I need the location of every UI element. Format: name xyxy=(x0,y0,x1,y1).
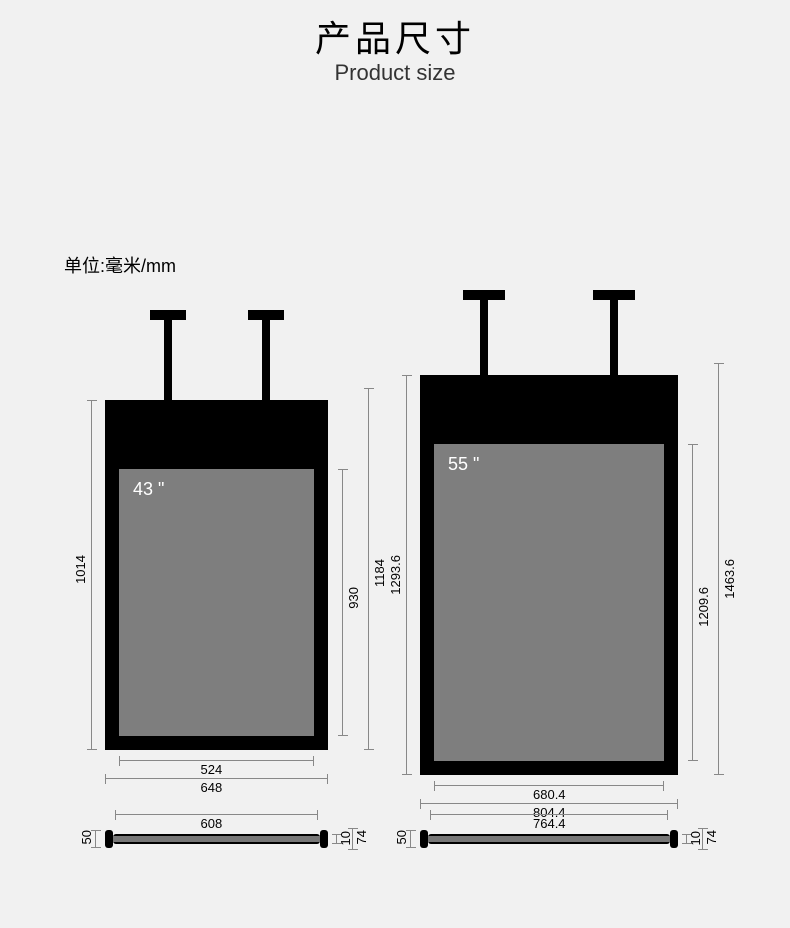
dim-line xyxy=(352,828,353,850)
dim-line xyxy=(686,834,687,844)
mount-bar xyxy=(593,290,635,300)
screen-size-label: 55 " xyxy=(448,454,479,475)
dim-mount-width: 764.4 xyxy=(533,816,566,831)
dim-total-height: 1463.6 xyxy=(722,559,737,599)
dim-depth-total: 74 xyxy=(704,830,719,844)
profile-core xyxy=(113,836,320,842)
dim-line xyxy=(336,834,337,844)
dim-depth-inner: 10 xyxy=(338,831,353,845)
display-screen xyxy=(119,469,314,736)
dim-total-height: 1184 xyxy=(372,559,387,587)
dim-line xyxy=(430,814,668,815)
dim-line xyxy=(406,375,407,775)
dim-depth-outer: 50 xyxy=(394,830,409,844)
mount-bar xyxy=(248,310,284,320)
title-english: Product size xyxy=(0,60,790,86)
dim-line xyxy=(368,388,369,750)
screen-size-label: 43 " xyxy=(133,479,164,500)
dim-line xyxy=(420,803,678,804)
title-block: 产品尺寸 Product size xyxy=(0,0,790,86)
mount-pole xyxy=(262,320,270,405)
dim-screen-height: 1209.6 xyxy=(696,587,711,627)
dim-line xyxy=(342,469,343,736)
dim-line xyxy=(702,828,703,850)
dim-line xyxy=(718,363,719,775)
dim-depth-outer: 50 xyxy=(79,830,94,844)
dim-line xyxy=(95,830,96,848)
dim-line xyxy=(410,830,411,848)
dim-depth-total: 74 xyxy=(354,830,369,844)
dim-line xyxy=(105,778,328,779)
dim-body-height: 1293.6 xyxy=(388,555,403,595)
mount-pole xyxy=(610,300,618,380)
unit-label: 单位:毫米/mm xyxy=(64,252,176,278)
dim-screen-width: 524 xyxy=(201,762,223,777)
dim-line xyxy=(115,814,318,815)
profile-endcap xyxy=(320,830,328,848)
profile-endcap xyxy=(105,830,113,848)
dim-line xyxy=(119,760,314,761)
title-chinese: 产品尺寸 xyxy=(0,10,790,62)
dim-screen-width: 680.4 xyxy=(533,787,566,802)
dim-line xyxy=(692,444,693,761)
dim-line xyxy=(91,400,92,750)
dim-mount-width: 608 xyxy=(201,816,223,831)
dim-body-height: 1014 xyxy=(73,555,88,584)
dim-screen-height: 930 xyxy=(346,587,361,609)
dim-line xyxy=(434,785,664,786)
display-screen xyxy=(434,444,664,761)
mount-pole xyxy=(164,320,172,405)
profile-endcap xyxy=(670,830,678,848)
mount-bar xyxy=(150,310,186,320)
profile-endcap xyxy=(420,830,428,848)
profile-core xyxy=(428,836,670,842)
mount-pole xyxy=(480,300,488,380)
mount-bar xyxy=(463,290,505,300)
dim-body-width: 648 xyxy=(201,780,223,795)
dim-depth-inner: 10 xyxy=(688,831,703,845)
